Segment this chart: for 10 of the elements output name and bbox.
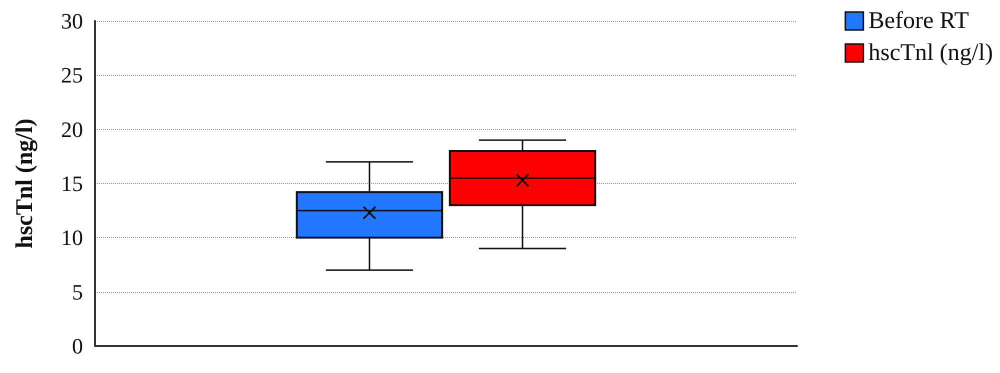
y-tick-label: 30 [61,8,83,34]
y-tick-label: 0 [72,334,83,358]
y-tick-label: 5 [72,279,83,304]
y-tick-label: 25 [61,62,83,88]
legend-label: Before RT [868,8,970,34]
y-tick-label: 20 [61,116,83,142]
y-tick-label: 15 [61,171,83,196]
legend-label: hscTnl (ng/l) [868,40,993,66]
y-tick-label: 10 [61,225,83,250]
y-axis-title: hscTnl (ng/l) [12,118,38,249]
